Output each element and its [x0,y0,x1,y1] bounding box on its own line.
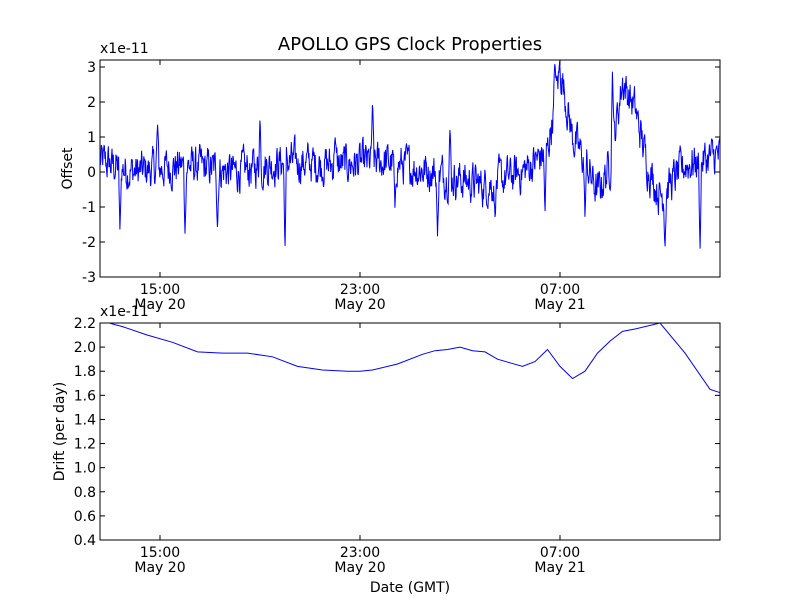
ytick-label: 2 [87,95,96,111]
xtick-label-time: 15:00 [140,282,180,298]
xtick-label-time: 23:00 [340,545,380,561]
ytick-label: 1.4 [74,412,96,428]
xtick-label-date: May 20 [334,297,385,313]
xtick-label-time: 07:00 [540,282,580,298]
ytick-label: 2.2 [74,316,96,332]
drift-multiplier-label: x1e-11 [100,304,149,320]
offset-ylabel: Offset [60,147,76,190]
ytick-label: 1.0 [74,461,96,477]
offset-series [100,60,720,249]
ytick-label: -2 [82,235,96,251]
drift-plot-frame [99,322,721,541]
xtick-label-time: 07:00 [540,545,580,561]
drift-series [107,323,720,394]
xtick-label-time: 23:00 [340,282,380,298]
xtick-label-date: May 20 [134,560,185,576]
ytick-label: 1 [87,130,96,146]
figure-title: APOLLO GPS Clock Properties [278,34,542,55]
offset-multiplier-label: x1e-11 [100,41,149,57]
ytick-label: 0.4 [74,533,96,549]
ytick-label: 1.6 [74,388,96,404]
drift-subplot: x1e-11 Drift (per day) Date (GMT) 0.4 0.6… [52,304,721,596]
ytick-label: 0.8 [74,485,96,501]
ytick-label: -3 [82,270,96,286]
xtick-label-time: 15:00 [140,545,180,561]
ytick-label: 3 [87,60,96,76]
drift-xlabel: Date (GMT) [370,580,450,596]
drift-series-line [107,323,720,394]
xtick-label-date: May 20 [134,297,185,313]
xtick-label-date: May 21 [534,297,585,313]
ytick-label: -1 [82,200,96,216]
offset-plot-frame [99,59,721,278]
ytick-label: 2.0 [74,340,96,356]
ytick-label: 0.6 [74,509,96,525]
drift-ylabel: Drift (per day) [52,382,68,481]
ytick-label: 1.8 [74,364,96,380]
ytick-label: 1.2 [74,437,96,453]
offset-series-line [100,60,720,249]
xtick-label-date: May 20 [334,560,385,576]
ytick-label: 0 [87,165,96,181]
xtick-label-date: May 21 [534,560,585,576]
